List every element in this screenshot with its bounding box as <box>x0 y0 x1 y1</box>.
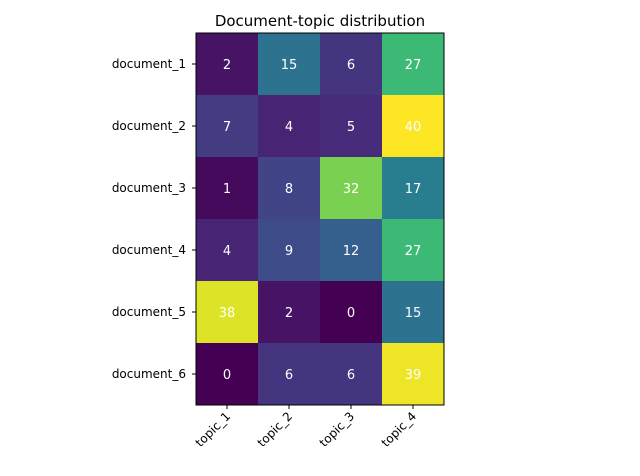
y-tick-label: document_3 <box>112 181 186 195</box>
heatmap-cell <box>382 219 444 281</box>
y-axis: document_1 document_2 document_3 document_4… <box>112 57 196 381</box>
heatmap-cell-label: 15 <box>405 306 422 321</box>
x-tick-label: topic_4 <box>379 409 419 449</box>
heatmap-cell-label: 27 <box>405 244 422 259</box>
heatmap-cell-label: 9 <box>285 244 293 259</box>
heatmap-cell-label: 15 <box>281 58 298 73</box>
heatmap-cell-label: 5 <box>347 120 355 135</box>
x-axis: topic_1 topic_2 topic_3 topic_4 <box>193 405 419 450</box>
heatmap-cell <box>320 33 382 95</box>
heatmap-cell-label: 12 <box>343 244 360 259</box>
heatmap-cell <box>382 95 444 157</box>
heatmap-cell-label: 4 <box>285 120 293 135</box>
heatmap-cell <box>258 219 320 281</box>
heatmap-cell <box>258 157 320 219</box>
heatmap-cell <box>382 157 444 219</box>
heatmap-cell-label: 1 <box>223 182 231 197</box>
heatmap-cell <box>196 219 258 281</box>
heatmap-cell <box>196 95 258 157</box>
heatmap-cell <box>320 219 382 281</box>
heatmap-cell-label: 38 <box>219 306 236 321</box>
heatmap-cell-label: 17 <box>405 182 422 197</box>
heatmap-cell-label: 40 <box>405 120 422 135</box>
y-tick-label: document_1 <box>112 57 186 71</box>
plot-frame <box>195 32 445 406</box>
x-tick-label: topic_2 <box>255 409 295 449</box>
heatmap-cell <box>320 343 382 405</box>
heatmap-cells <box>196 33 444 405</box>
heatmap-cell <box>258 281 320 343</box>
heatmap-cell <box>320 157 382 219</box>
heatmap-cell-label: 2 <box>223 58 231 73</box>
heatmap-cell <box>196 281 258 343</box>
heatmap-cell <box>382 33 444 95</box>
heatmap-cell <box>196 157 258 219</box>
heatmap-cell-label: 27 <box>405 58 422 73</box>
y-tick-label: document_6 <box>112 367 186 381</box>
heatmap-cell-labels: 2 15 6 27 7 4 5 40 1 8 32 17 4 9 12 27 38 2 0 15 0 6 6 39 <box>219 58 422 383</box>
heatmap-cell <box>382 343 444 405</box>
heatmap-cell-label: 39 <box>405 368 422 383</box>
x-tick-label: topic_3 <box>317 409 357 449</box>
heatmap-cell-label: 6 <box>347 58 355 73</box>
y-tick-label: document_4 <box>112 243 186 257</box>
heatmap-cell-label: 4 <box>223 244 231 259</box>
heatmap-cell-label: 8 <box>285 182 293 197</box>
heatmap-cell-label: 0 <box>223 368 231 383</box>
heatmap-cell <box>258 95 320 157</box>
heatmap-cell <box>382 281 444 343</box>
heatmap-cell-label: 6 <box>285 368 293 383</box>
heatmap-cell <box>196 343 258 405</box>
heatmap-cell <box>196 33 258 95</box>
y-tick-label: document_5 <box>112 305 186 319</box>
heatmap-cell-label: 7 <box>223 120 231 135</box>
y-tick-label: document_2 <box>112 119 186 133</box>
chart-title: Document-topic distribution <box>215 12 425 30</box>
heatmap-cell-label: 32 <box>343 182 360 197</box>
heatmap-cell <box>258 33 320 95</box>
heatmap-cell-label: 2 <box>285 306 293 321</box>
heatmap-cell-label: 0 <box>347 306 355 321</box>
heatmap-cell-label: 6 <box>347 368 355 383</box>
heatmap-cell <box>320 281 382 343</box>
heatmap-cell <box>320 95 382 157</box>
x-tick-label: topic_1 <box>193 409 233 449</box>
heatmap-cell <box>258 343 320 405</box>
